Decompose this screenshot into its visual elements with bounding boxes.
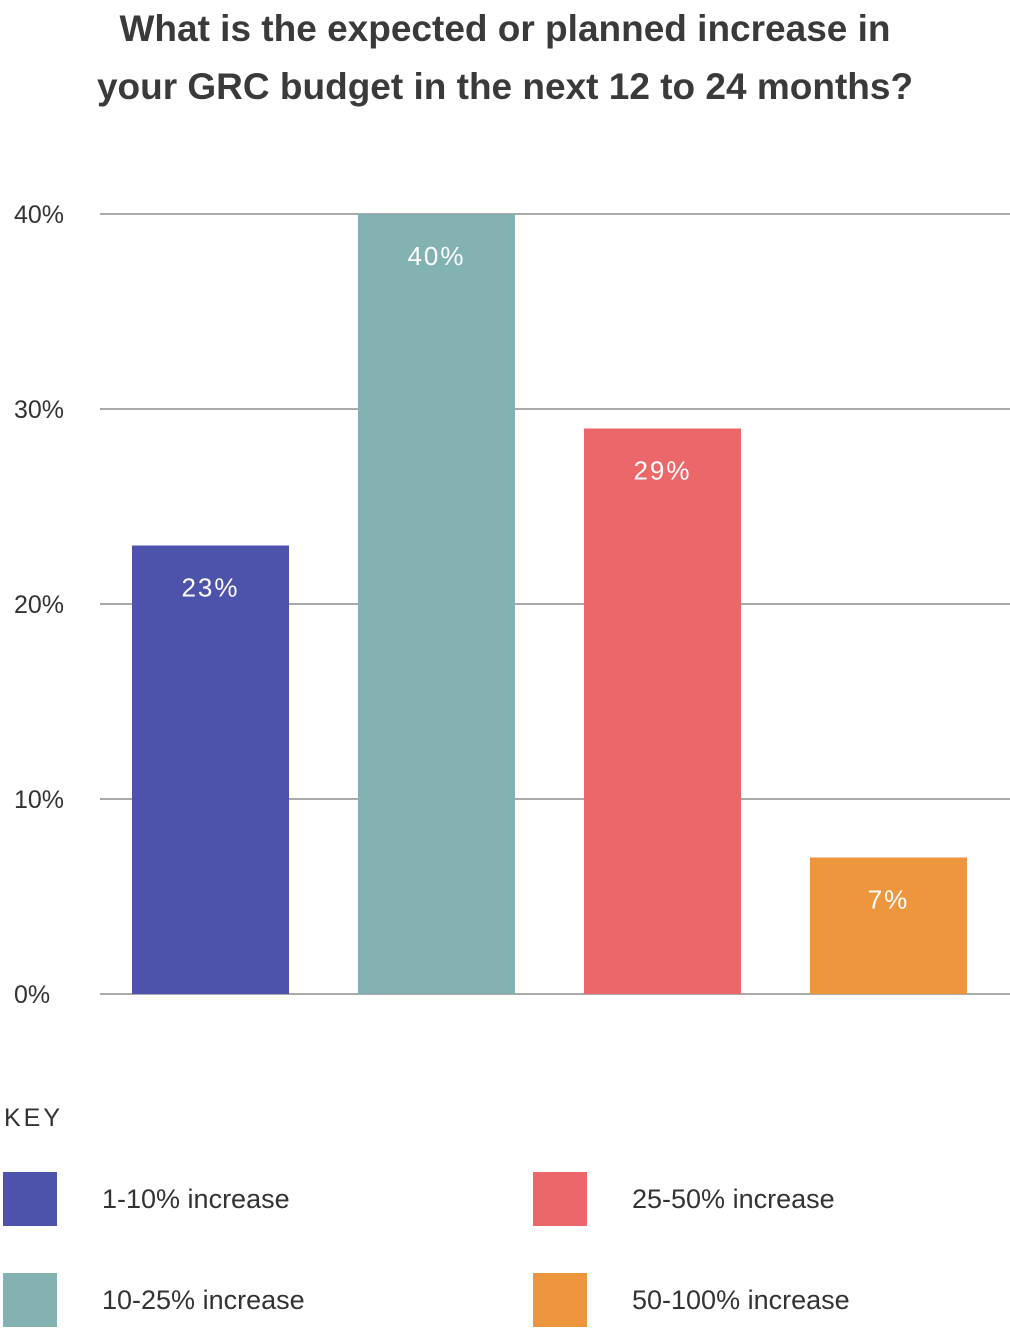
bars bbox=[132, 214, 967, 994]
legend-label: 25-50% increase bbox=[632, 1183, 835, 1214]
data-labels: 23% 40% 29% 7% bbox=[181, 241, 910, 915]
legend-item-50-100: 50-100% increase bbox=[533, 1272, 850, 1328]
y-tick-label: 0% bbox=[14, 981, 50, 1009]
bar-value-label: 40% bbox=[407, 241, 465, 271]
legend-item-10-25: 10-25% increase bbox=[3, 1272, 305, 1328]
bar-value-label: 23% bbox=[181, 573, 239, 603]
y-tick-label: 40% bbox=[14, 201, 64, 229]
legend-label: 50-100% increase bbox=[632, 1284, 850, 1315]
legend-label: 10-25% increase bbox=[102, 1284, 305, 1315]
chart-title-line-2: your GRC budget in the next 12 to 24 mon… bbox=[96, 66, 914, 107]
legend-swatch bbox=[3, 1273, 57, 1327]
legend-item-25-50: 25-50% increase bbox=[533, 1171, 835, 1227]
bar-chart: 23% 40% 29% 7% 0% 10% 20% 30% 40% bbox=[14, 201, 1010, 1009]
y-tick-label: 10% bbox=[14, 786, 64, 814]
legend-swatch bbox=[3, 1172, 57, 1226]
legend-swatch bbox=[533, 1172, 587, 1226]
bar bbox=[584, 428, 741, 994]
chart-title: What is the expected or planned increase… bbox=[0, 0, 1010, 116]
legend-label: 1-10% increase bbox=[102, 1183, 290, 1214]
y-tick-label: 30% bbox=[14, 396, 64, 424]
bar bbox=[810, 857, 967, 994]
bar bbox=[132, 545, 289, 994]
y-tick-label: 20% bbox=[14, 591, 64, 619]
bar-value-label: 29% bbox=[633, 456, 691, 486]
legend-swatch bbox=[533, 1273, 587, 1327]
legend-item-1-10: 1-10% increase bbox=[3, 1171, 290, 1227]
bar-value-label: 7% bbox=[868, 885, 910, 915]
chart-title-line-1: What is the expected or planned increase… bbox=[119, 8, 891, 49]
y-axis-ticks: 0% 10% 20% 30% 40% bbox=[14, 201, 64, 1009]
legend-heading: KEY bbox=[4, 1104, 64, 1132]
bar bbox=[358, 214, 515, 994]
